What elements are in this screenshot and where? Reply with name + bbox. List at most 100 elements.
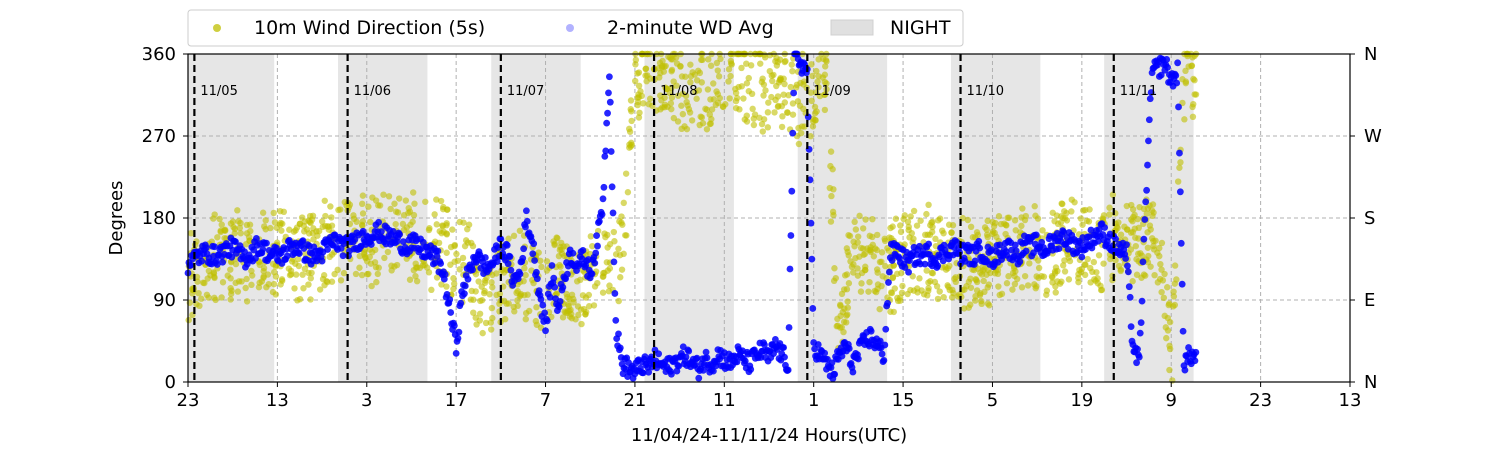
wd-avg-point <box>569 249 577 257</box>
wd-avg-point <box>250 246 258 254</box>
wd-avg-point <box>916 242 923 250</box>
wind-direction-point <box>656 59 664 67</box>
wd-avg-point <box>543 317 551 325</box>
wind-direction-point <box>387 205 394 213</box>
wind-direction-point <box>451 241 459 249</box>
wind-direction-point <box>964 216 972 224</box>
wind-direction-point <box>891 285 898 292</box>
wind-direction-point <box>859 225 867 232</box>
wind-direction-point <box>994 270 1002 278</box>
wind-direction-point <box>1166 366 1173 374</box>
wind-direction-point <box>989 228 997 235</box>
wd-avg-point <box>559 283 567 291</box>
wind-direction-point <box>750 115 757 122</box>
wind-direction-point <box>1021 272 1029 280</box>
wind-direction-point <box>294 297 301 304</box>
wind-direction-point <box>479 329 486 337</box>
wind-direction-point <box>210 215 217 222</box>
wind-direction-point <box>470 309 477 316</box>
wd-avg-point <box>504 260 512 268</box>
day-label: 11/07 <box>507 84 544 99</box>
wind-direction-point <box>587 233 595 240</box>
wind-direction-point <box>743 80 751 87</box>
wd-avg-point <box>905 268 912 276</box>
wind-direction-point <box>1003 280 1011 287</box>
wd-avg-point <box>1172 72 1180 79</box>
wind-direction-point <box>392 208 400 215</box>
wind-direction-point <box>433 196 440 203</box>
wd-avg-point <box>996 241 1004 249</box>
wind-direction-point <box>882 262 889 270</box>
wd-avg-point <box>213 261 221 268</box>
wd-avg-point <box>1038 238 1046 246</box>
wind-direction-point <box>465 221 473 228</box>
wind-direction-point <box>1128 216 1135 223</box>
wd-avg-point <box>655 350 663 358</box>
wind-direction-point <box>400 212 408 219</box>
wd-avg-point <box>849 368 857 376</box>
wd-avg-point <box>1177 239 1185 247</box>
wind-direction-point <box>878 258 885 265</box>
wind-direction-point <box>228 258 235 266</box>
wind-direction-point <box>488 279 495 286</box>
wd-avg-point <box>299 237 307 245</box>
wind-direction-point <box>272 273 280 280</box>
wind-direction-point <box>1127 229 1135 236</box>
wind-direction-point <box>1079 221 1086 228</box>
wind-direction-point <box>789 111 797 118</box>
wind-direction-point <box>984 284 991 291</box>
wd-avg-point <box>550 274 558 282</box>
wind-direction-point <box>514 302 521 310</box>
x-tick-label: 21 <box>623 390 646 411</box>
wind-direction-point <box>844 298 851 305</box>
wind-direction-point <box>948 229 955 236</box>
wind-direction-point <box>381 254 388 262</box>
wd-avg-point <box>876 337 884 345</box>
wind-direction-point <box>1019 205 1026 212</box>
wind-direction-point <box>733 94 741 102</box>
wind-direction-point <box>851 218 858 226</box>
wd-avg-point <box>263 239 270 247</box>
wind-direction-point <box>277 207 284 215</box>
wind-direction-point <box>340 269 348 277</box>
wind-direction-point <box>1158 239 1166 247</box>
wd-avg-point <box>1127 323 1135 331</box>
wind-direction-point <box>773 82 780 90</box>
wind-direction-point <box>973 287 981 294</box>
wind-direction-point <box>980 277 987 285</box>
x-axis-label: 11/04/24-11/11/24 Hours(UTC) <box>631 425 907 446</box>
wind-direction-point <box>1068 196 1075 203</box>
wind-direction-point <box>1005 273 1012 280</box>
wind-direction-point <box>219 279 227 286</box>
wind-direction-point <box>438 281 445 288</box>
wd-avg-point <box>1140 235 1148 243</box>
wind-direction-point <box>797 129 805 137</box>
wind-direction-point <box>1144 259 1152 266</box>
wd-avg-point <box>682 353 690 361</box>
wd-avg-point <box>437 260 445 267</box>
wind-direction-point <box>327 203 334 210</box>
wind-direction-point <box>983 231 991 238</box>
wd-avg-point <box>786 265 794 273</box>
wd-avg-point <box>601 153 609 160</box>
wind-direction-point <box>811 110 819 117</box>
wind-direction-point <box>1035 264 1043 272</box>
wind-direction-point <box>1043 287 1051 294</box>
wind-direction-point <box>307 275 314 282</box>
wind-direction-point <box>321 197 328 204</box>
right-axis-ticks: N E S W N <box>1350 44 1382 393</box>
wd-avg-point <box>579 246 587 254</box>
wind-direction-point <box>727 72 734 80</box>
wind-direction-point <box>246 221 254 228</box>
wind-direction-point <box>1054 278 1061 285</box>
wind-direction-point <box>760 92 767 99</box>
wd-avg-point <box>1157 71 1165 79</box>
wd-avg-point <box>790 89 798 97</box>
wind-direction-point <box>443 283 450 290</box>
wind-direction-point <box>845 252 852 259</box>
wd-avg-point <box>1147 89 1155 96</box>
wd-avg-point <box>814 341 822 348</box>
wind-direction-point <box>521 265 528 272</box>
wind-direction-point <box>551 241 558 249</box>
wind-direction-point <box>1061 268 1069 275</box>
